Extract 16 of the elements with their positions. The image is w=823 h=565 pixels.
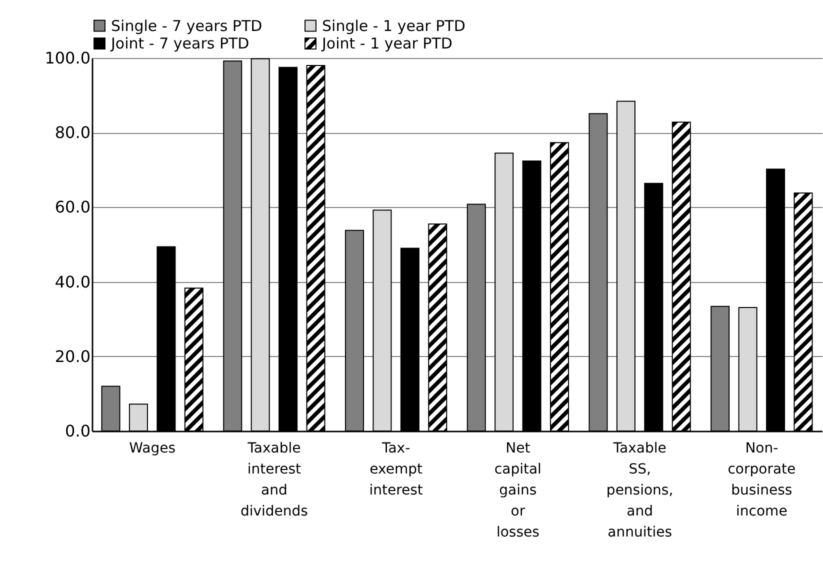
- legend-label: Joint - 1 year PTD: [321, 34, 452, 52]
- y-tick-label: 100.0: [44, 48, 90, 68]
- legend-label: Single - 1 year PTD: [322, 16, 466, 35]
- x-tick-label: Taxable interest and dividends: [240, 440, 308, 520]
- x-tick-label: Taxable SS, pensions, and annuities: [606, 440, 674, 540]
- x-tick-label: Tax-exempt interest: [369, 440, 424, 498]
- legend-label: Single - 7 years PTD: [111, 16, 262, 35]
- x-tick-label: Wages: [129, 440, 176, 456]
- y-tick-label: 80.0: [54, 123, 90, 142]
- legend-label: Joint - 7 years PTD: [110, 34, 250, 52]
- y-tick-label: 0.0: [65, 422, 90, 440]
- y-tick-label: 20.0: [54, 346, 90, 366]
- y-tick-label: 40.0: [54, 272, 90, 292]
- x-tick-label: Non-corporate business income: [728, 440, 796, 520]
- x-tick-label: Net capital gains or losses: [494, 440, 542, 540]
- y-tick-label: 60.0: [54, 198, 90, 217]
